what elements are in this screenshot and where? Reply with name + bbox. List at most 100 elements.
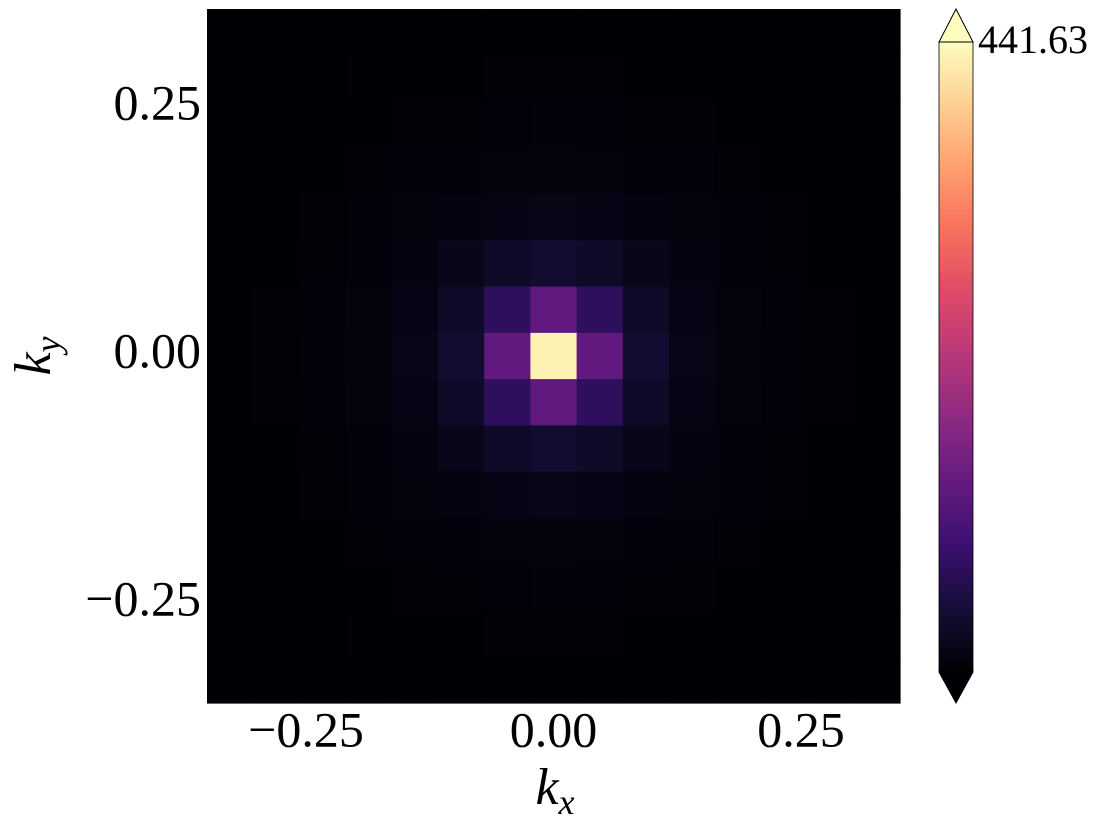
- y-tick-label: 0.00: [114, 322, 202, 378]
- heatmap-cell: [253, 564, 300, 612]
- heatmap-cell: [299, 564, 347, 612]
- heatmap-cell: [530, 379, 578, 426]
- heatmap-cell: [853, 471, 901, 519]
- heatmap-cell: [622, 55, 670, 103]
- heatmap-cell: [530, 332, 578, 380]
- heatmap-cell: [715, 517, 762, 565]
- heatmap-cell: [391, 55, 439, 103]
- heatmap-cell: [576, 101, 624, 149]
- x-tick-label: 0.25: [757, 701, 845, 757]
- heatmap-cell: [530, 55, 578, 103]
- heatmap-cell: [253, 147, 300, 195]
- heatmap-cell: [853, 425, 901, 473]
- heatmap-cell: [438, 379, 485, 426]
- heatmap-cell: [207, 610, 254, 658]
- heatmap-cell: [761, 194, 809, 241]
- heatmap-cell: [807, 332, 855, 380]
- heatmap-cell: [207, 101, 254, 149]
- heatmap-cell: [715, 564, 762, 612]
- heatmap-cell: [853, 9, 901, 56]
- heatmap-cell: [299, 194, 347, 241]
- heatmap-cell: [669, 425, 716, 473]
- heatmap-cell: [345, 379, 393, 426]
- heatmap-cell: [299, 9, 347, 56]
- heatmap-cell: [530, 240, 578, 288]
- heatmap-cell: [299, 286, 347, 334]
- heatmap-cell: [345, 471, 393, 519]
- heatmap-cell: [207, 147, 254, 195]
- y-axis-label: ky: [5, 336, 68, 375]
- heatmap-cell: [807, 240, 855, 288]
- heatmap-cell: [391, 9, 439, 56]
- heatmap-cell: [761, 379, 809, 426]
- x-tick-label: −0.25: [248, 701, 364, 757]
- heatmap-cell: [622, 517, 670, 565]
- heatmap-cell: [622, 610, 670, 658]
- heatmap-cell: [761, 101, 809, 149]
- heatmap-cell: [622, 9, 670, 56]
- heatmap-cell: [853, 194, 901, 241]
- heatmap-cell: [391, 656, 439, 704]
- heatmap-cell: [530, 564, 578, 612]
- heatmap-cell: [622, 101, 670, 149]
- heatmap-cell: [345, 332, 393, 380]
- heatmap-cell: [807, 101, 855, 149]
- heatmap-cell: [299, 332, 347, 380]
- heatmap-cell: [253, 240, 300, 288]
- heatmap-cell: [715, 471, 762, 519]
- heatmap-cell: [391, 564, 439, 612]
- colorbar-frame: [938, 41, 974, 673]
- heatmap-cell: [853, 55, 901, 103]
- heatmap-cell: [853, 240, 901, 288]
- colorbar-extend-max: [938, 7, 974, 43]
- heatmap-cell: [484, 610, 531, 658]
- heatmap-cell: [761, 9, 809, 56]
- heatmap-cell: [853, 101, 901, 149]
- heatmap-cell: [715, 240, 762, 288]
- heatmap-cell: [622, 379, 670, 426]
- heatmap-cell: [484, 9, 531, 56]
- heatmap-cell: [345, 656, 393, 704]
- heatmap-cell: [853, 517, 901, 565]
- heatmap-cell: [530, 147, 578, 195]
- heatmap-cell: [253, 471, 300, 519]
- heatmap-cell: [484, 379, 531, 426]
- heatmap-cell: [438, 194, 485, 241]
- heatmap-cell: [484, 147, 531, 195]
- heatmap-cell: [715, 425, 762, 473]
- heatmap-cell: [761, 240, 809, 288]
- heatmap-cell: [530, 194, 578, 241]
- heatmap-cell: [438, 610, 485, 658]
- heatmap-cell: [853, 564, 901, 612]
- colorbar-tick-label: 441.63: [978, 17, 1088, 62]
- heatmap-cell: [807, 9, 855, 56]
- heatmap-cell: [622, 656, 670, 704]
- x-tick-label: 0.00: [510, 701, 598, 757]
- heatmap-cell: [761, 517, 809, 565]
- heatmap-cell: [391, 379, 439, 426]
- heatmap-cell: [345, 147, 393, 195]
- heatmap-cell: [715, 194, 762, 241]
- heatmap-cell: [761, 55, 809, 103]
- heatmap-cell: [484, 194, 531, 241]
- heatmap-cell: [484, 55, 531, 103]
- heatmap-cell: [253, 55, 300, 103]
- heatmap-cell: [715, 379, 762, 426]
- heatmap-cell: [807, 564, 855, 612]
- heatmap-cell: [669, 240, 716, 288]
- heatmap-cell: [761, 286, 809, 334]
- heatmap-cell: [345, 194, 393, 241]
- heatmap-cell: [207, 55, 254, 103]
- heatmap-cell: [807, 656, 855, 704]
- heatmap-cell: [207, 425, 254, 473]
- heatmap-cell: [761, 147, 809, 195]
- heatmap-cell: [530, 9, 578, 56]
- heatmap-cell: [438, 240, 485, 288]
- heatmap-cell: [391, 286, 439, 334]
- heatmap-cell: [761, 332, 809, 380]
- heatmap-cell: [622, 286, 670, 334]
- heatmap-cell: [576, 55, 624, 103]
- heatmap-cell: [807, 55, 855, 103]
- heatmap-cell: [530, 101, 578, 149]
- heatmap-cell: [576, 147, 624, 195]
